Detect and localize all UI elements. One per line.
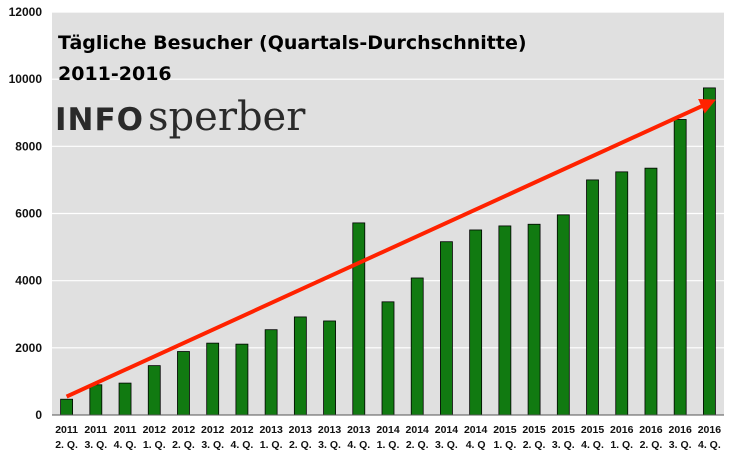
bar — [469, 229, 483, 416]
x-tick-quarter: 2. Q. — [406, 439, 429, 451]
x-tick-quarter: 2. Q. — [523, 439, 546, 451]
x-tick-year: 2012 — [143, 424, 167, 436]
x-tick-quarter: 3. Q. — [318, 439, 341, 451]
logo-part-sperber: sperber — [148, 94, 306, 140]
x-tick-quarter: 4. Q. — [231, 439, 254, 451]
bar — [410, 277, 424, 416]
x-tick-year: 2015 — [493, 424, 517, 436]
x-tick-quarter: 3. Q. — [201, 439, 224, 451]
x-tick-quarter: 3. Q. — [84, 439, 107, 451]
bar — [60, 398, 74, 416]
x-tick-year: 2014 — [435, 424, 459, 436]
x-tick-year: 2011 — [84, 424, 107, 436]
x-tick-year: 2014 — [406, 424, 430, 436]
bar — [498, 225, 512, 416]
x-tick-quarter: 2. Q. — [289, 439, 312, 451]
x-tick-year: 2012 — [230, 424, 254, 436]
bar — [323, 320, 336, 416]
x-tick-year: 2012 — [201, 424, 225, 436]
bar — [440, 241, 453, 416]
x-tick-quarter: 1. Q. — [260, 439, 283, 451]
x-tick-quarter: 4. Q. — [698, 439, 721, 451]
bar — [352, 222, 366, 416]
logo-part-info: INFO — [55, 102, 144, 138]
x-tick-year: 2015 — [522, 424, 546, 436]
bar — [264, 329, 278, 416]
x-tick-quarter: 4. Q. — [114, 439, 137, 451]
x-tick-year: 2013 — [259, 424, 283, 436]
bar — [644, 167, 658, 416]
y-tick-label: 8000 — [15, 139, 42, 153]
x-tick-quarter: 2. Q. — [640, 439, 663, 451]
y-tick-label: 10000 — [9, 72, 43, 86]
x-tick-quarter: 1. Q. — [377, 439, 400, 451]
bar — [381, 301, 395, 416]
y-axis-ticks: 0 2000 4000 6000 8000 10000 12000 — [9, 5, 43, 422]
bar — [673, 119, 687, 416]
x-tick-year: 2016 — [698, 424, 722, 436]
y-tick-label: 6000 — [15, 207, 42, 221]
infosperber-logo: INFO sperber — [55, 94, 306, 140]
gridlines — [52, 11, 724, 349]
x-tick-quarter: 3. Q. — [669, 439, 692, 451]
bar — [235, 343, 249, 416]
bar — [118, 382, 132, 416]
bars — [60, 87, 716, 416]
x-tick-year: 2013 — [318, 424, 342, 436]
x-tick-quarter: 2. Q. — [172, 439, 195, 451]
chart-title: Tägliche Besucher (Quartals-Durchschnitt… — [58, 32, 527, 54]
x-tick-year: 2013 — [347, 424, 371, 436]
x-tick-year: 2011 — [55, 424, 78, 436]
x-tick-year: 2014 — [376, 424, 400, 436]
x-tick-year: 2012 — [172, 424, 196, 436]
bar — [527, 223, 541, 416]
y-tick-label: 4000 — [15, 274, 42, 288]
x-tick-quarter: 1. Q. — [493, 439, 516, 451]
x-tick-year: 2016 — [668, 424, 692, 436]
x-tick-year: 2015 — [552, 424, 576, 436]
bar — [556, 214, 570, 416]
x-tick-year: 2015 — [581, 424, 605, 436]
x-tick-quarter: 4. Q. — [581, 439, 604, 451]
x-tick-year: 2011 — [114, 424, 137, 436]
bar — [293, 316, 307, 416]
x-tick-year: 2014 — [464, 424, 488, 436]
x-tick-quarter: 4. Q. — [347, 439, 370, 451]
trend-arrow-line — [65, 99, 716, 399]
bar — [89, 384, 103, 416]
y-tick-label: 12000 — [9, 5, 43, 19]
trend-arrow — [65, 99, 716, 399]
y-tick-label: 2000 — [15, 341, 42, 355]
bar — [147, 365, 161, 416]
x-tick-quarter: 1. Q. — [143, 439, 166, 451]
bar — [206, 342, 220, 416]
bar — [615, 171, 629, 416]
x-tick-quarter: 3. Q. — [435, 439, 458, 451]
x-tick-quarter: 2. Q. — [55, 439, 78, 451]
bar — [702, 87, 716, 416]
x-tick-year: 2016 — [610, 424, 634, 436]
y-tick-label: 0 — [35, 408, 42, 422]
x-axis-ticks: 2011 2. Q. 2011 3. Q. 2011 4. Q. 2012 1. Q. 2012… — [55, 424, 721, 451]
x-tick-quarter: 1. Q. — [610, 439, 633, 451]
x-tick-year: 2016 — [639, 424, 663, 436]
x-tick-year: 2013 — [289, 424, 313, 436]
chart-subtitle: 2011-2016 — [58, 63, 172, 85]
x-tick-quarter: 4. Q — [466, 439, 486, 451]
x-tick-quarter: 3. Q. — [552, 439, 575, 451]
bar — [586, 179, 599, 416]
bar — [177, 351, 190, 416]
